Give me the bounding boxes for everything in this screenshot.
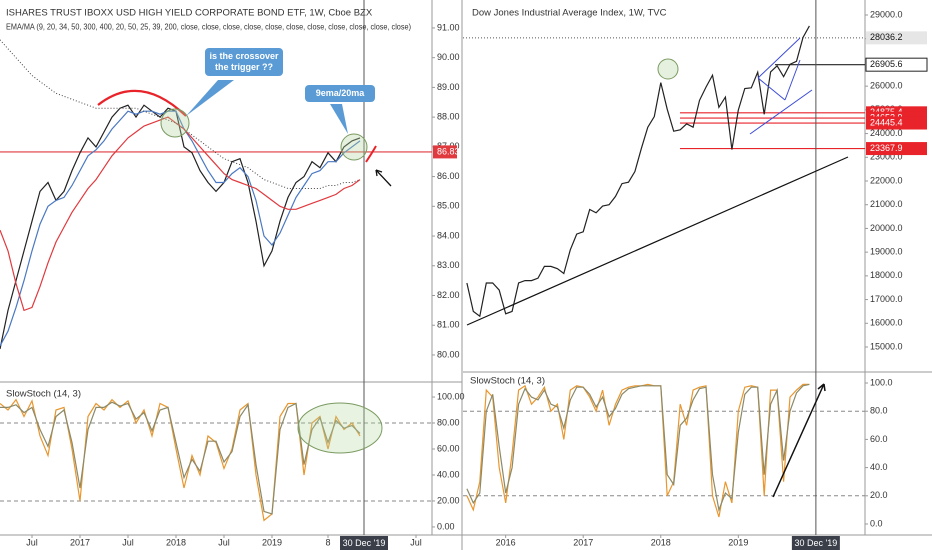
cursor-label: 30 Dec '19 — [795, 538, 838, 548]
pane-title: SlowStoch (14, 3) — [470, 376, 545, 387]
y-tick-label: 90.00 — [437, 52, 460, 62]
series-line — [466, 25, 810, 318]
channel-line — [757, 77, 786, 101]
y-tick-label: 85.00 — [437, 201, 460, 211]
y-tick-label: 20000.0 — [870, 223, 903, 233]
highlight-circle — [657, 58, 679, 80]
y-tick-label: 0.0 — [870, 518, 883, 528]
y-tick-label: 19000.0 — [870, 247, 903, 257]
arrow — [375, 169, 392, 187]
callout-pointer — [330, 104, 348, 134]
price-label: 23367.9 — [870, 143, 903, 153]
y-tick-label: 40.00 — [437, 469, 460, 479]
drawings — [97, 37, 849, 498]
callout: is the crossover the trigger ?? — [205, 48, 283, 76]
channel-line — [757, 37, 801, 79]
series-line — [0, 398, 361, 522]
chart-title: Dow Jones Industrial Average Index, 1W, … — [472, 8, 667, 19]
y-tick-label: 18000.0 — [870, 270, 903, 280]
y-tick-label: 0.00 — [437, 521, 455, 531]
price-label-box — [866, 142, 927, 156]
x-tick-label: 8 — [325, 537, 330, 547]
x-tick-label: 2018 — [166, 537, 186, 547]
highlight-ellipse — [297, 402, 383, 454]
price-label: 26905.6 — [870, 59, 903, 69]
y-tick-label: 29000.0 — [870, 9, 903, 19]
y-tick-label: 80.0 — [870, 406, 888, 416]
y-tick-label: 81.00 — [437, 320, 460, 330]
x-tick-label: Jul — [122, 537, 134, 547]
series-line — [0, 110, 361, 347]
y-tick-label: 23000.0 — [870, 152, 903, 162]
channel-line — [749, 89, 813, 135]
price-label: 24445.4 — [870, 117, 903, 127]
price-label: 28036.2 — [870, 32, 903, 42]
x-tick-label: 2017 — [573, 537, 593, 547]
y-tick-label: 16000.0 — [870, 318, 903, 328]
price-label: 86.83 — [437, 146, 460, 156]
x-tick-label: 2018 — [651, 537, 671, 547]
y-tick-label: 26000.0 — [870, 81, 903, 91]
y-tick-label: 86.00 — [437, 171, 460, 181]
highlight-circle — [160, 108, 190, 138]
cursor-label-box — [791, 536, 840, 550]
pane-title: SlowStoch (14, 3) — [6, 389, 81, 400]
price-label-box — [866, 116, 927, 130]
y-tick-label: 20.00 — [437, 495, 460, 505]
channel-line — [784, 59, 801, 101]
callout-pointer — [186, 80, 234, 116]
y-tick-label: 15000.0 — [870, 341, 903, 351]
y-tick-label: 22000.0 — [870, 175, 903, 185]
price-label-box — [866, 31, 927, 45]
chart-subtitle: EMA/MA (9, 20, 34, 50, 300, 400, 20, 50,… — [6, 21, 411, 31]
arrow-head — [817, 383, 826, 392]
y-tick-label: 20.0 — [870, 490, 888, 500]
y-tick-label: 80.00 — [437, 417, 460, 427]
y-tick-label: 88.00 — [437, 112, 460, 122]
series-line — [466, 383, 810, 513]
series-line — [0, 401, 361, 515]
series-line — [0, 116, 361, 312]
y-tick-label: 17000.0 — [870, 294, 903, 304]
callout: 9ema/20ma — [305, 85, 375, 102]
y-tick-label: 83.00 — [437, 260, 460, 270]
y-tick-label: 100.00 — [437, 391, 465, 401]
y-tick-label: 84.00 — [437, 230, 460, 240]
y-tick-label: 40.0 — [870, 462, 888, 472]
y-tick-label: 100.0 — [870, 377, 893, 387]
red-arc — [365, 145, 377, 163]
x-tick-label: 2016 — [496, 537, 516, 547]
cursor-label-box — [340, 536, 388, 550]
arrow — [772, 383, 825, 498]
y-tick-label: 89.00 — [437, 82, 460, 92]
series-line — [466, 383, 810, 518]
y-tick-label: 82.00 — [437, 290, 460, 300]
y-tick-label: 80.00 — [437, 349, 460, 359]
y-tick-label: 60.0 — [870, 434, 888, 444]
price-label-box — [865, 57, 928, 72]
series-line — [0, 104, 361, 350]
trend-line — [466, 156, 849, 326]
x-tick-label: 2019 — [262, 537, 282, 547]
x-tick-label: Jul — [218, 537, 230, 547]
y-tick-label: 91.00 — [437, 22, 460, 32]
y-tick-label: 21000.0 — [870, 199, 903, 209]
y-tick-label: 24000.0 — [870, 128, 903, 138]
arrow-head — [375, 169, 383, 177]
red-arc — [97, 89, 187, 117]
chart-title: ISHARES TRUST IBOXX USD HIGH YIELD CORPO… — [6, 8, 373, 19]
y-tick-label: 60.00 — [437, 443, 460, 453]
x-tick-label: Jul — [26, 537, 38, 547]
price-label-box — [433, 145, 457, 159]
x-tick-label: Jul — [410, 537, 422, 547]
x-tick-label: 2019 — [728, 537, 748, 547]
x-tick-label: 2017 — [70, 537, 90, 547]
cursor-label: 30 Dec '19 — [343, 538, 386, 548]
highlight-circle — [340, 133, 368, 161]
